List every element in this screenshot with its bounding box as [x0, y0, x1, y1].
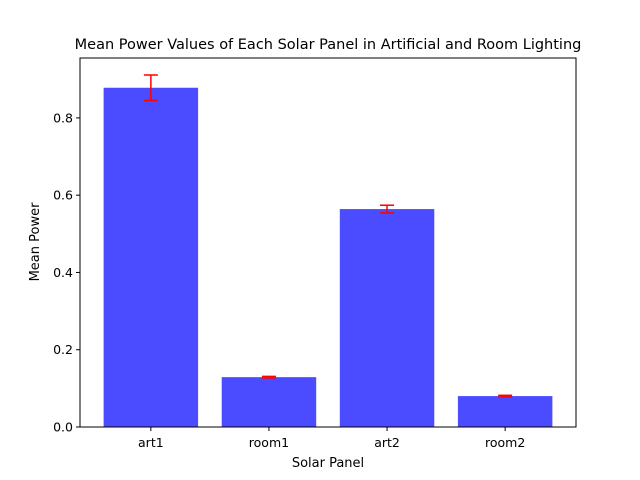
- plot-frame: [79, 57, 577, 428]
- x-axis-label: Solar Panel: [292, 456, 364, 471]
- y-tick-label: 0.4: [53, 265, 73, 280]
- x-tick-label-art2: art2: [374, 435, 400, 450]
- y-axis: 0.0 0.2 0.4 0.6 0.8: [53, 110, 80, 435]
- bar-art1: [103, 87, 199, 427]
- bar-art2: [339, 209, 435, 427]
- error-bars-group: [143, 74, 513, 398]
- x-tick-label-art1: art1: [138, 435, 164, 450]
- bar-room1: [221, 377, 317, 427]
- x-tick-label-room2: room2: [485, 435, 525, 450]
- y-tick-label: 0.2: [53, 342, 73, 357]
- y-tick-label: 0.0: [53, 420, 73, 435]
- x-tick-label-room1: room1: [249, 435, 289, 450]
- y-axis-label: Mean Power: [28, 202, 43, 282]
- y-tick-label: 0.8: [53, 110, 73, 125]
- y-tick-label: 0.6: [53, 188, 73, 203]
- chart-title: Mean Power Values of Each Solar Panel in…: [75, 37, 582, 53]
- bar-room2: [457, 396, 553, 427]
- bars-group: [103, 87, 553, 427]
- x-axis: art1 room1 art2 room2: [138, 427, 525, 450]
